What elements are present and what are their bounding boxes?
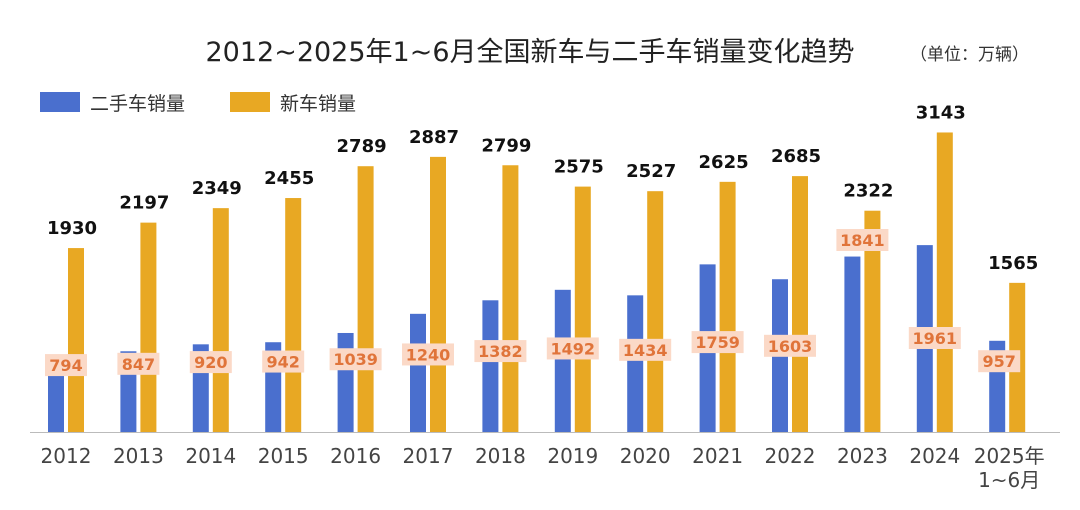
x-tick-label: 2019 [547,444,598,468]
data-label-bg-used-cars [908,327,961,349]
data-label-new-cars: 2789 [337,136,387,157]
x-tick-label: 2018 [475,444,526,468]
data-label-used-cars: 1039 [333,350,378,369]
data-label-new-cars: 2322 [843,181,893,202]
x-tick-label: 1~6月 [978,468,1040,492]
x-tick-label: 2017 [403,444,454,468]
data-label-used-cars: 1382 [478,342,523,361]
legend-label-used-cars: 二手车销量 [90,92,186,115]
data-label-bg-used-cars [836,229,889,251]
data-label-new-cars: 2455 [264,168,314,189]
bar-used-cars [410,313,426,432]
data-label-new-cars: 2527 [626,161,676,182]
bar-used-cars [482,300,499,432]
data-label-new-cars: 1930 [47,218,97,239]
data-label-bg-used-cars [546,337,599,360]
bar-new-cars [719,181,736,432]
data-label-bg-used-cars [189,351,232,374]
data-label-used-cars: 1841 [840,231,885,250]
data-label-used-cars: 942 [266,353,299,372]
data-label-bg-used-cars [45,354,87,377]
data-label-bg-used-cars [117,352,160,375]
data-label-used-cars: 794 [49,356,82,375]
legend-item-used-cars: 二手车销量 [40,89,185,115]
x-tick-label: 2020 [620,444,671,468]
bar-new-cars [864,210,881,432]
legend-label-new-cars: 新车销量 [280,92,357,115]
x-tick-label: 2024 [909,444,960,468]
legend-item-new-cars: 新车销量 [230,89,356,115]
x-tick-label: 2015 [258,444,309,468]
bar-used-cars [627,295,644,432]
x-tick-label: 2023 [837,444,888,468]
data-label-new-cars: 2197 [119,193,169,214]
data-label-bg-used-cars [262,350,305,373]
data-label-bg-used-cars [764,334,816,357]
bar-new-cars [647,191,664,432]
data-label-used-cars: 957 [982,352,1015,371]
bar-new-cars [285,198,302,432]
data-label-used-cars: 1961 [913,329,958,348]
data-label-new-cars: 2575 [554,157,604,178]
data-label-new-cars: 2887 [409,127,459,148]
bar-used-cars [844,256,861,432]
data-label-new-cars: 2799 [481,135,531,156]
data-label-used-cars: 1434 [623,341,668,360]
data-label-bg-used-cars [619,338,672,361]
unit-label: （单位：万辆） [910,45,1029,65]
bar-used-cars [554,289,571,432]
data-label-used-cars: 1603 [768,337,813,356]
x-tick-label: 2025年 [974,444,1045,468]
data-label-bg-used-cars [691,331,744,354]
data-label-bg-used-cars [978,350,1021,373]
x-tick-label: 2021 [692,444,743,468]
data-label-new-cars: 1565 [988,253,1038,274]
bar-new-cars [212,208,229,432]
bar-used-cars [337,332,354,432]
bar-new-cars [792,176,808,432]
bar-new-cars [936,132,953,432]
data-label-new-cars: 2625 [699,152,749,173]
data-label-used-cars: 920 [194,353,227,372]
x-tick-label: 2022 [765,444,816,468]
data-label-new-cars: 2349 [192,178,242,199]
chart-title: 2012~2025年1~6月全国新车与二手车销量变化趋势 [205,37,855,68]
x-tick-label: 2012 [41,444,92,468]
data-label-used-cars: 1492 [551,339,596,358]
data-label-bg-used-cars [402,343,454,366]
bar-new-cars [430,156,446,432]
data-label-bg-used-cars [474,340,527,363]
legend-swatch-new-cars [230,92,270,112]
bar-new-cars [357,166,374,432]
x-tick-label: 2013 [113,444,164,468]
bar-new-cars [140,222,157,432]
legend-swatch-used-cars [40,92,80,112]
x-tick-label: 2014 [185,444,236,468]
data-label-used-cars: 847 [122,355,155,374]
data-label-new-cars: 2685 [771,146,821,167]
data-label-used-cars: 1240 [406,345,451,364]
bar-new-cars [68,248,84,432]
x-tick-label: 2016 [330,444,381,468]
data-label-new-cars: 3143 [916,102,966,123]
data-label-used-cars: 1759 [695,333,740,352]
data-label-bg-used-cars [329,348,382,371]
bar-new-cars [574,186,591,432]
bar-new-cars [502,165,519,432]
